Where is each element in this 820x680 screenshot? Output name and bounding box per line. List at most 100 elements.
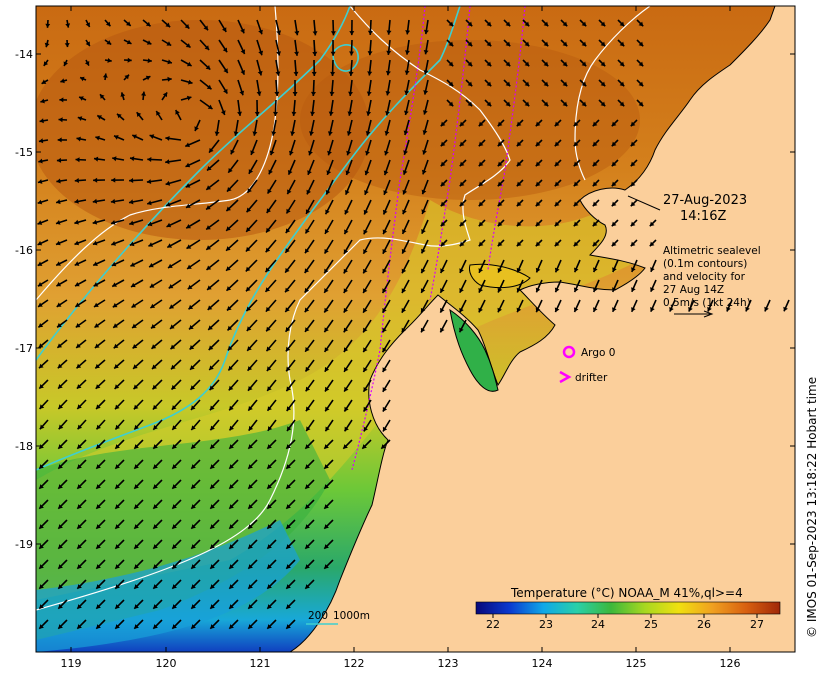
altimetry-line4: 27 Aug 14Z	[663, 284, 724, 296]
velocity-arrow-head	[39, 504, 44, 509]
velocity-arrow-head	[58, 524, 63, 529]
velocity-arrow-head	[459, 241, 465, 247]
velocity-arrow-head	[382, 367, 387, 372]
bathymetry-contour-2	[36, 6, 351, 361]
velocity-arrow-head	[505, 81, 511, 87]
velocity-arrow-head	[246, 326, 252, 331]
velocity-arrow-head	[382, 308, 387, 313]
velocity-arrow-head	[329, 91, 335, 96]
velocity-arrow-head	[363, 387, 368, 392]
velocity-arrow-head	[130, 156, 135, 162]
velocity-arrow-head	[267, 584, 272, 589]
velocity-arrow-head	[286, 524, 291, 529]
velocity-arrow-head	[245, 246, 251, 252]
velocity-arrow-head	[630, 161, 636, 167]
velocity-arrow-head	[294, 30, 300, 36]
velocity-arrow-head	[448, 101, 454, 107]
velocity-arrow-head	[421, 169, 427, 175]
velocity-arrow-head	[638, 41, 644, 47]
velocity-arrow-head	[366, 111, 372, 116]
latitude-tick-label: -19	[15, 538, 33, 551]
velocity-arrow-head	[324, 564, 329, 569]
velocity-arrow-head	[172, 604, 177, 609]
velocity-arrow-head	[516, 181, 522, 187]
velocity-arrow-head	[497, 141, 503, 147]
altimetry-line5: 0.5m/s (1kt 24h)	[663, 297, 751, 309]
velocity-arrow-head	[222, 27, 227, 32]
velocity-arrow-head	[37, 261, 43, 266]
velocity-arrow-head	[330, 51, 336, 56]
velocity-arrow-head	[440, 268, 445, 273]
velocity-arrow-head	[505, 101, 511, 107]
velocity-arrow-head	[573, 287, 579, 293]
warm-eddy-region	[36, 20, 370, 240]
velocity-arrow-head	[267, 504, 272, 509]
velocity-arrow-head	[497, 268, 503, 273]
velocity-arrow-head	[286, 484, 291, 489]
velocity-arrow-head	[248, 564, 253, 569]
velocity-arrow-head	[516, 307, 522, 313]
velocity-arrow-head	[100, 94, 105, 99]
velocity-arrow-head	[573, 141, 579, 147]
velocity-arrow-head	[114, 384, 120, 389]
velocity-arrow-head	[324, 504, 329, 509]
velocity-arrow-head	[581, 41, 587, 47]
velocity-arrow-head	[285, 346, 291, 352]
altimetry-line3: and velocity for	[663, 271, 746, 283]
velocity-arrow-head	[308, 150, 313, 156]
velocity-arrow-head	[75, 282, 80, 287]
velocity-arrow-head	[266, 208, 271, 213]
velocity-arrow-head	[229, 624, 234, 629]
colorbar-tick-label: 24	[591, 618, 605, 631]
velocity-arrow-head	[167, 243, 172, 248]
velocity-arrow-head	[187, 264, 192, 269]
velocity-arrow-head	[134, 624, 139, 629]
date-pointer-line	[627, 195, 661, 211]
velocity-arrow-head	[363, 406, 368, 412]
velocity-arrow-head	[147, 157, 152, 162]
velocity-arrow-head	[385, 91, 391, 96]
velocity-arrow-head	[440, 288, 445, 293]
velocity-arrow-head	[612, 267, 617, 272]
velocity-arrow-head	[324, 268, 329, 274]
velocity-arrow-head	[58, 384, 63, 389]
velocity-arrow-head	[56, 281, 62, 287]
velocity-arrow-head	[57, 137, 62, 143]
velocity-arrow-head	[38, 323, 44, 328]
velocity-arrow-head	[286, 208, 291, 214]
velocity-arrow-head	[134, 584, 139, 589]
velocity-arrow-head	[172, 524, 177, 529]
velocity-arrow-head	[638, 81, 644, 87]
velocity-arrow-head	[165, 22, 171, 28]
velocity-arrow-head	[77, 444, 82, 449]
velocity-arrow-head	[448, 61, 454, 67]
velocity-arrow-head	[324, 229, 330, 234]
velocity-arrow-head	[554, 201, 560, 207]
velocity-arrow-head	[146, 179, 152, 184]
velocity-arrow-head	[562, 81, 568, 87]
velocity-arrow-head	[92, 198, 98, 204]
velocity-arrow-head	[76, 343, 81, 348]
velocity-arrow-head	[120, 92, 126, 97]
velocity-arrow-head	[324, 288, 329, 293]
velocity-arrow-head	[37, 282, 43, 287]
velocity-arrow-head	[56, 240, 61, 246]
velocity-arrow-head	[363, 367, 368, 372]
velocity-arrow-head	[554, 141, 560, 147]
velocity-arrow-head	[478, 307, 483, 313]
velocity-arrow-head	[185, 162, 191, 168]
velocity-arrow-head	[382, 249, 387, 254]
velocity-arrow-head	[649, 241, 655, 247]
velocity-arrow-head	[349, 51, 354, 56]
velocity-arrow-head	[324, 544, 329, 549]
velocity-arrow-head	[267, 406, 272, 411]
velocity-arrow-head	[203, 25, 208, 31]
velocity-arrow-head	[307, 170, 312, 175]
velocity-arrow-head	[304, 307, 310, 313]
velocity-arrow-head	[306, 426, 311, 432]
map-frame	[35, 5, 796, 653]
velocity-arrow-head	[440, 307, 445, 313]
velocity-arrow-head	[95, 384, 101, 389]
velocity-arrow-head	[554, 307, 560, 313]
velocity-arrow-head	[113, 343, 119, 349]
